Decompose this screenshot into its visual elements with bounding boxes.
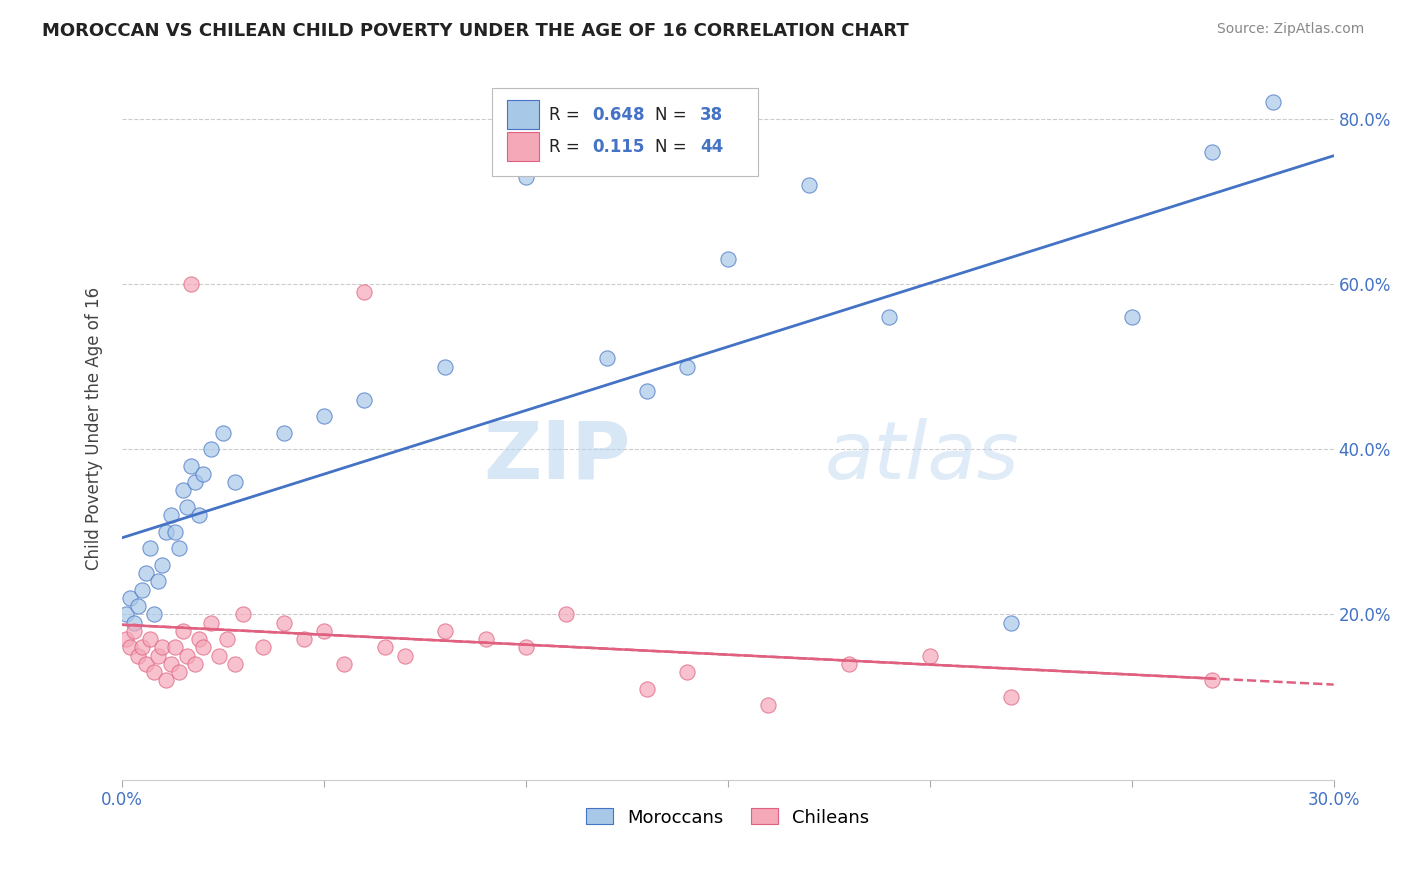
- Point: [232, 607, 254, 622]
- Point: [756, 698, 779, 713]
- Text: N =: N =: [655, 138, 692, 156]
- Text: 0.115: 0.115: [592, 138, 644, 156]
- Point: [122, 624, 145, 638]
- Point: [159, 657, 181, 671]
- Point: [148, 648, 170, 663]
- Point: [292, 632, 315, 647]
- Point: [191, 467, 214, 481]
- Point: [143, 665, 166, 680]
- Point: [115, 607, 138, 622]
- Point: [918, 648, 941, 663]
- Point: [676, 665, 699, 680]
- Point: [176, 500, 198, 514]
- Point: [176, 648, 198, 663]
- Point: [120, 640, 142, 655]
- Point: [172, 483, 194, 498]
- Point: [1000, 690, 1022, 704]
- Point: [838, 657, 860, 671]
- Point: [1201, 673, 1223, 688]
- Point: [879, 310, 901, 324]
- Point: [434, 359, 457, 374]
- Point: [127, 648, 149, 663]
- Point: [252, 640, 274, 655]
- Point: [163, 640, 186, 655]
- Text: MOROCCAN VS CHILEAN CHILD POVERTY UNDER THE AGE OF 16 CORRELATION CHART: MOROCCAN VS CHILEAN CHILD POVERTY UNDER …: [42, 22, 908, 40]
- Point: [273, 615, 295, 630]
- Point: [636, 384, 658, 399]
- Point: [1201, 145, 1223, 159]
- FancyBboxPatch shape: [508, 131, 538, 161]
- Point: [515, 640, 537, 655]
- Point: [167, 541, 190, 556]
- Point: [353, 392, 375, 407]
- Point: [152, 640, 174, 655]
- Point: [184, 657, 207, 671]
- Legend: Moroccans, Chileans: Moroccans, Chileans: [579, 801, 877, 834]
- Point: [180, 458, 202, 473]
- Point: [224, 475, 246, 490]
- Point: [595, 351, 617, 366]
- Point: [180, 277, 202, 291]
- Point: [184, 475, 207, 490]
- Point: [139, 541, 162, 556]
- Point: [515, 169, 537, 184]
- Point: [122, 615, 145, 630]
- Point: [474, 632, 496, 647]
- Point: [273, 425, 295, 440]
- Point: [163, 524, 186, 539]
- Point: [1261, 95, 1284, 110]
- Text: 38: 38: [700, 105, 723, 124]
- Text: 0.648: 0.648: [592, 105, 644, 124]
- Point: [215, 632, 238, 647]
- Point: [676, 359, 699, 374]
- FancyBboxPatch shape: [508, 100, 538, 129]
- Point: [212, 425, 235, 440]
- Point: [155, 673, 177, 688]
- Point: [148, 574, 170, 589]
- Point: [152, 558, 174, 572]
- Point: [127, 599, 149, 614]
- Point: [131, 582, 153, 597]
- Point: [115, 632, 138, 647]
- Point: [224, 657, 246, 671]
- Point: [312, 624, 335, 638]
- Point: [1121, 310, 1143, 324]
- Point: [312, 409, 335, 424]
- Point: [187, 632, 209, 647]
- Point: [555, 607, 578, 622]
- Point: [333, 657, 356, 671]
- Text: Source: ZipAtlas.com: Source: ZipAtlas.com: [1216, 22, 1364, 37]
- Point: [434, 624, 457, 638]
- Point: [208, 648, 231, 663]
- Point: [200, 442, 222, 457]
- Point: [139, 632, 162, 647]
- Point: [155, 524, 177, 539]
- Point: [172, 624, 194, 638]
- Text: R =: R =: [548, 138, 589, 156]
- Point: [159, 508, 181, 523]
- Point: [120, 591, 142, 605]
- Text: atlas: atlas: [825, 417, 1019, 496]
- Point: [797, 178, 820, 192]
- Point: [143, 607, 166, 622]
- Text: R =: R =: [548, 105, 585, 124]
- Text: 44: 44: [700, 138, 723, 156]
- Point: [636, 681, 658, 696]
- Y-axis label: Child Poverty Under the Age of 16: Child Poverty Under the Age of 16: [86, 287, 103, 570]
- Point: [1000, 615, 1022, 630]
- FancyBboxPatch shape: [492, 88, 758, 176]
- Point: [135, 566, 157, 580]
- Text: ZIP: ZIP: [484, 417, 631, 496]
- Point: [167, 665, 190, 680]
- Point: [191, 640, 214, 655]
- Point: [187, 508, 209, 523]
- Point: [135, 657, 157, 671]
- Text: N =: N =: [655, 105, 692, 124]
- Point: [394, 648, 416, 663]
- Point: [200, 615, 222, 630]
- Point: [131, 640, 153, 655]
- Point: [717, 252, 740, 267]
- Point: [353, 285, 375, 300]
- Point: [374, 640, 396, 655]
